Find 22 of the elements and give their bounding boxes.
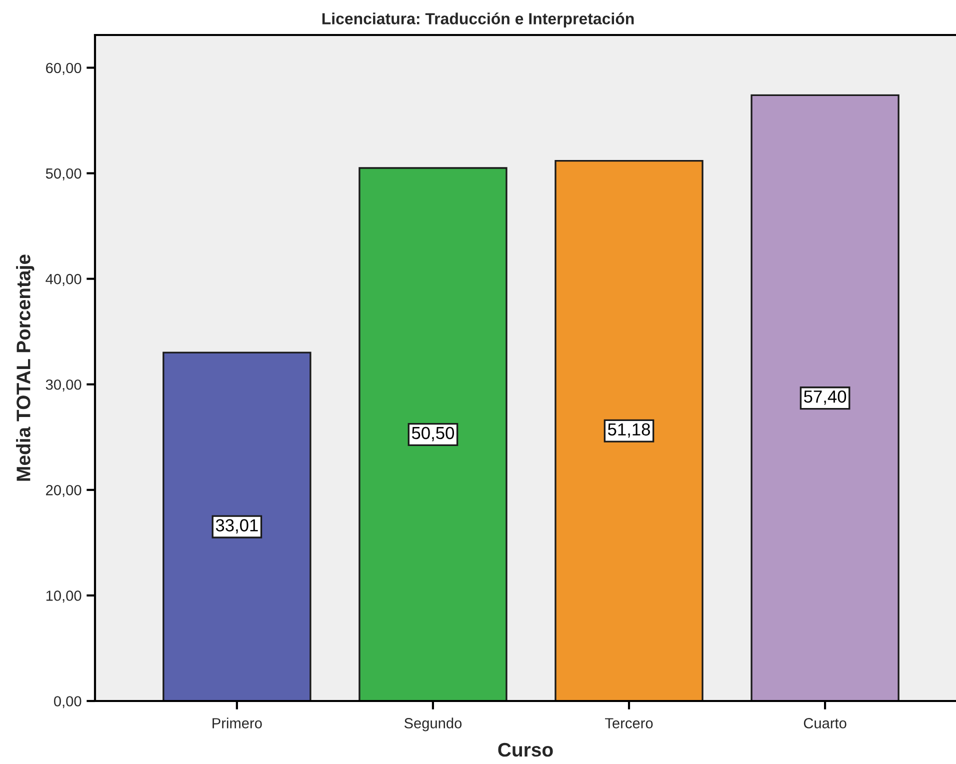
y-tick-label: 30,00: [46, 379, 82, 392]
bar: [750, 94, 900, 701]
y-axis-title: Media TOTAL Porcentaje: [16, 254, 34, 481]
x-tick-label: Cuarto: [804, 718, 846, 728]
chart-title: Licenciatura: Traducción e Interpretación: [322, 12, 634, 28]
x-tick-label: Primero: [212, 718, 262, 728]
data-label: 50,50: [412, 426, 454, 442]
bar: [554, 160, 704, 701]
x-axis-title: Curso: [498, 742, 553, 757]
data-label: 57,40: [804, 390, 846, 405]
y-tick-label: 0,00: [54, 696, 82, 708]
y-tick-label: 50,00: [46, 168, 82, 180]
y-tick-label: 20,00: [46, 485, 82, 498]
y-tick-label: 60,00: [46, 62, 82, 75]
x-tick-label: Tercero: [605, 718, 653, 728]
y-tick-label: 10,00: [46, 590, 82, 603]
y-tick-label: 40,00: [46, 274, 82, 286]
data-label: 33,01: [216, 519, 258, 534]
bar: [358, 167, 508, 701]
data-label: 51,18: [608, 423, 650, 438]
bar: [162, 352, 312, 701]
x-tick-label: Segundo: [404, 718, 462, 732]
